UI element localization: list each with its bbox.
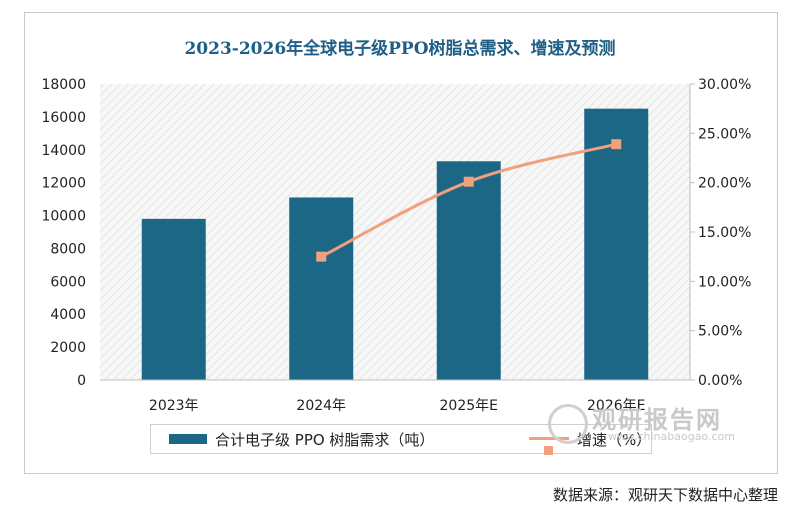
category-label-3: 2026年E: [587, 398, 645, 414]
left-tick-label-8: 16000: [41, 110, 86, 126]
left-tick-label-4: 8000: [50, 241, 86, 257]
category-label-0: 2023年: [149, 398, 199, 414]
left-tick-label-7: 14000: [41, 143, 86, 159]
legend: 合计电子级 PPO 树脂需求（吨） 增速（%）: [150, 424, 652, 455]
growth-point-1: [316, 251, 327, 262]
right-tick-label-0: 0.00%: [698, 373, 742, 389]
right-tick-label-2: 10.00%: [698, 274, 751, 290]
legend-swatch-growth: [529, 437, 569, 455]
legend-label-demand: 合计电子级 PPO 树脂需求（吨）: [215, 431, 435, 449]
bar-3: [584, 108, 649, 381]
growth-point-2: [463, 176, 474, 187]
bar-2: [436, 161, 501, 380]
category-label-1: 2024年: [296, 398, 346, 414]
legend-label-growth: 增速（%）: [577, 431, 652, 449]
right-tick-label-1: 5.00%: [698, 324, 742, 340]
legend-swatch-bars: [169, 434, 207, 444]
right-tick-label-3: 15.00%: [698, 225, 751, 241]
left-tick-label-6: 12000: [41, 176, 86, 192]
left-tick-label-0: 0: [77, 373, 86, 389]
left-tick-label-3: 6000: [50, 274, 86, 290]
left-tick-label-2: 4000: [50, 307, 86, 323]
category-label-2: 2025年E: [440, 398, 498, 414]
chart-title: 2023-2026年全球电子级PPO树脂总需求、增速及预测: [184, 39, 616, 59]
growth-point-3: [611, 139, 622, 150]
legend-marker-growth: [544, 446, 553, 455]
right-tick-label-5: 25.00%: [698, 126, 751, 142]
bar-0: [141, 218, 206, 380]
left-tick-label-5: 10000: [41, 209, 86, 225]
source-note: 数据来源：观研天下数据中心整理: [552, 486, 778, 504]
left-tick-label-1: 2000: [50, 340, 86, 356]
right-tick-label-4: 20.00%: [698, 176, 751, 192]
right-tick-label-6: 30.00%: [698, 77, 751, 93]
bar-1: [289, 197, 354, 380]
left-tick-label-9: 18000: [41, 77, 86, 93]
